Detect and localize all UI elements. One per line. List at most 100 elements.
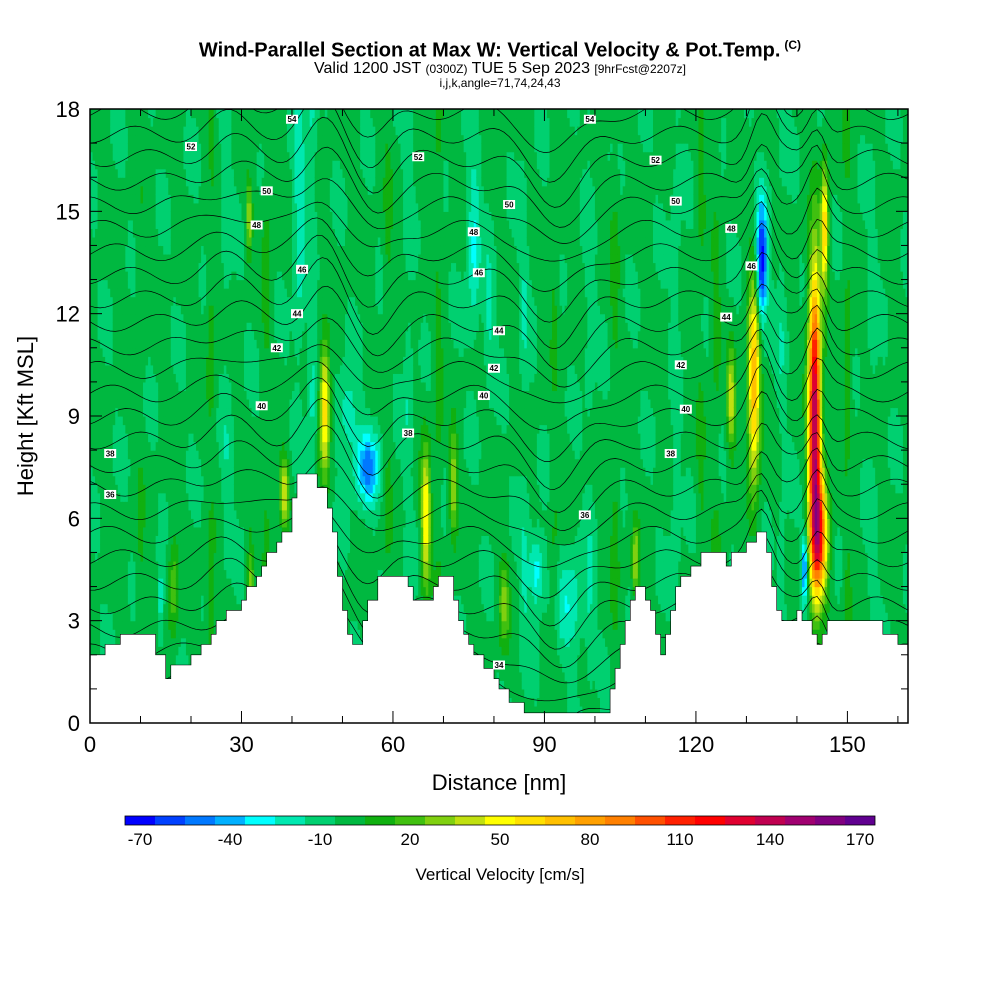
w-cell (148, 407, 152, 417)
w-cell (170, 492, 174, 502)
w-cell (158, 296, 162, 306)
w-cell (150, 475, 154, 485)
w-cell (148, 185, 152, 195)
w-cell (127, 620, 131, 630)
w-cell (244, 253, 248, 264)
w-cell (137, 228, 142, 238)
w-cell (198, 535, 202, 545)
w-cell (110, 288, 114, 298)
w-cell (218, 560, 222, 571)
w-cell (95, 433, 99, 443)
w-cell (221, 441, 225, 451)
w-cell (112, 578, 116, 588)
w-cell (198, 271, 202, 281)
w-cell (233, 441, 238, 451)
w-cell (251, 390, 255, 400)
w-cell (165, 347, 169, 357)
w-cell (183, 177, 187, 187)
w-cell (153, 194, 157, 204)
w-cell (105, 637, 109, 647)
w-cell (259, 109, 263, 119)
w-cell (198, 288, 202, 298)
w-cell (208, 518, 212, 528)
w-cell (107, 305, 111, 315)
w-cell (92, 433, 96, 443)
w-cell (211, 245, 215, 255)
w-cell (107, 501, 111, 511)
w-cell (143, 236, 147, 247)
w-cell (163, 407, 167, 417)
w-cell (155, 245, 159, 255)
w-cell (185, 322, 190, 332)
w-cell (228, 595, 232, 605)
w-cell (241, 492, 245, 502)
w-cell (117, 228, 121, 238)
w-cell (244, 126, 248, 136)
w-cell (92, 637, 96, 647)
w-cell (211, 612, 215, 622)
w-cell (256, 509, 260, 519)
w-cell (175, 381, 179, 392)
w-cell (125, 398, 129, 409)
w-cell (132, 526, 137, 536)
w-cell (236, 219, 240, 229)
w-cell (170, 416, 174, 426)
w-cell (206, 518, 210, 528)
w-cell (115, 168, 119, 178)
w-cell (206, 526, 210, 536)
w-cell (196, 160, 200, 170)
w-cell (221, 433, 225, 443)
w-cell (95, 134, 99, 144)
w-cell (254, 296, 258, 306)
w-cell (233, 458, 238, 468)
w-cell (208, 262, 212, 272)
w-cell (231, 433, 235, 443)
w-cell (241, 194, 245, 204)
w-cell (125, 492, 129, 502)
w-cell (165, 424, 169, 434)
w-cell (244, 543, 248, 554)
w-cell (165, 509, 169, 519)
w-cell (100, 228, 104, 238)
w-cell (140, 424, 144, 434)
w-cell (160, 407, 164, 417)
w-cell (208, 126, 212, 136)
w-cell (216, 305, 220, 315)
w-cell (178, 211, 182, 221)
w-cell (218, 364, 222, 374)
w-cell (145, 518, 149, 528)
w-cell (254, 134, 258, 144)
w-cell (143, 475, 147, 485)
w-cell (140, 117, 144, 127)
w-cell (168, 202, 172, 212)
w-cell (158, 509, 162, 519)
w-cell (183, 168, 187, 178)
w-cell (206, 202, 210, 212)
w-cell (122, 151, 126, 161)
w-cell (127, 484, 131, 494)
w-cell (158, 347, 162, 357)
w-cell (170, 526, 174, 536)
w-cell (254, 168, 258, 178)
w-cell (105, 484, 109, 494)
w-cell (178, 492, 182, 502)
w-cell (115, 126, 119, 136)
w-cell (256, 330, 260, 340)
w-cell (180, 296, 185, 306)
w-cell (170, 535, 174, 545)
w-cell (135, 356, 139, 366)
w-cell (160, 569, 164, 579)
w-cell (185, 416, 190, 426)
w-cell (218, 245, 222, 255)
w-cell (140, 253, 144, 264)
w-cell (173, 467, 177, 477)
w-cell (241, 134, 245, 144)
w-cell (97, 467, 101, 477)
w-cell (175, 433, 179, 443)
w-cell (165, 177, 169, 187)
w-cell (153, 467, 157, 477)
w-cell (178, 339, 182, 349)
w-cell (193, 305, 197, 315)
w-cell (117, 543, 121, 554)
w-cell (206, 612, 210, 622)
